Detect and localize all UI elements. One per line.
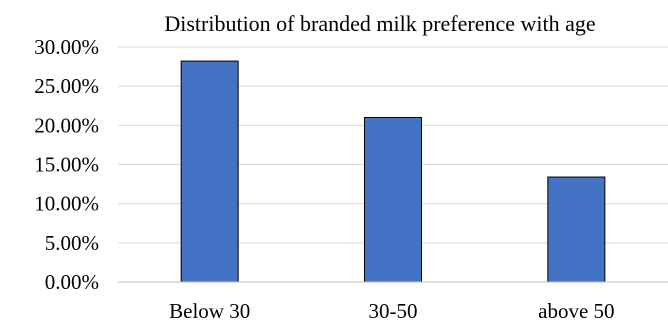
y-tick-label: 0.00%	[45, 270, 99, 294]
x-axis-category-labels: Below 30 30-50 above 50	[169, 299, 614, 323]
y-tick-label: 10.00%	[34, 192, 99, 216]
y-tick-label: 25.00%	[34, 74, 99, 98]
y-tick-label: 30.00%	[34, 35, 99, 59]
y-tick-label: 5.00%	[45, 231, 99, 255]
y-axis-tick-labels: 0.00% 5.00% 10.00% 15.00% 20.00% 25.00% 30.00%	[34, 35, 99, 294]
x-category-label: Below 30	[169, 299, 250, 323]
bar-30-50	[365, 118, 422, 283]
bar-below-30	[181, 61, 238, 282]
bar-above-50	[548, 177, 605, 282]
chart-title: Distribution of branded milk preference …	[164, 11, 595, 36]
bars	[181, 61, 605, 282]
y-tick-label: 20.00%	[34, 113, 99, 137]
x-category-label: 30-50	[369, 299, 418, 323]
y-tick-label: 15.00%	[34, 153, 99, 177]
x-category-label: above 50	[538, 299, 614, 323]
